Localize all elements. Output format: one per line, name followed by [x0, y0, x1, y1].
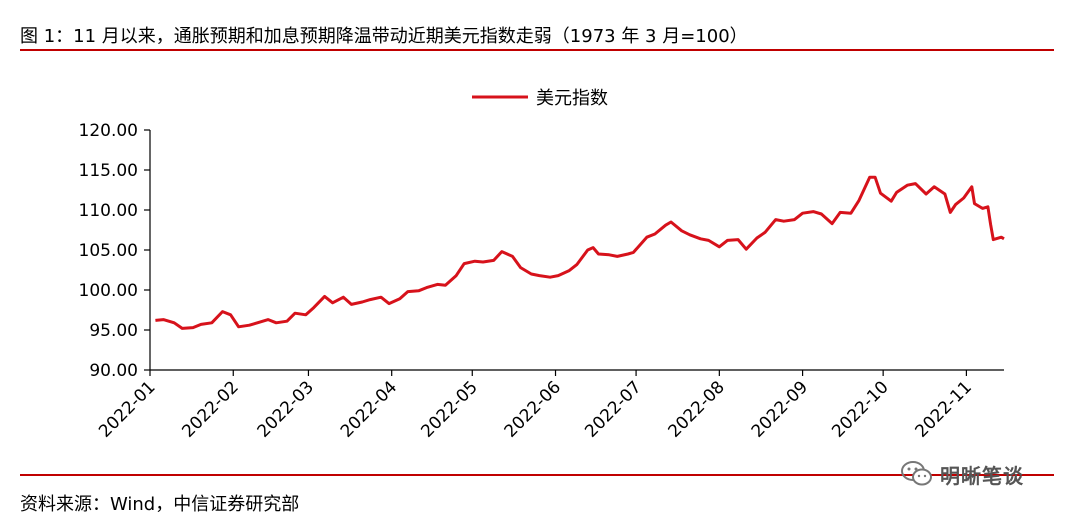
- source-note: 资料来源：Wind，中信证券研究部: [20, 494, 300, 515]
- x-tick-label: 2022-07: [581, 377, 645, 441]
- y-tick-label: 120.00: [79, 121, 138, 141]
- x-tick-label: 2022-02: [178, 377, 242, 441]
- x-tick-label: 2022-08: [665, 377, 729, 441]
- x-tick-label: 2022-03: [254, 377, 318, 441]
- x-tick-label: 2022-10: [828, 377, 892, 441]
- y-tick-label: 115.00: [79, 161, 138, 181]
- x-tick-label: 2022-11: [912, 377, 976, 441]
- title-rule: [20, 49, 1054, 51]
- y-tick-label: 95.00: [89, 321, 138, 341]
- series-line-0: [155, 175, 1005, 330]
- y-tick-label: 90.00: [89, 361, 138, 381]
- x-tick-label: 2022-06: [501, 377, 565, 441]
- figure-title: 图 1：11 月以来，通胀预期和加息预期降温带动近期美元指数走弱（1973 年 …: [20, 26, 748, 47]
- source-rule: [20, 474, 1054, 476]
- y-tick-label: 105.00: [79, 241, 138, 261]
- wechat-icon: [901, 461, 932, 486]
- watermark: 明晰笔谈: [900, 458, 1024, 490]
- chart-legend: 美元指数: [472, 88, 608, 109]
- x-tick-label: 2022-05: [417, 377, 481, 441]
- y-tick-label: 100.00: [79, 281, 138, 301]
- y-tick-label: 110.00: [79, 201, 138, 221]
- x-tick-label: 2022-01: [95, 377, 159, 441]
- y-axis: 90.00 95.00 100.00 105.00 110.00 115.00 120.00: [79, 121, 151, 381]
- x-tick-label: 2022-09: [748, 377, 812, 441]
- series-layer: [155, 175, 1005, 330]
- x-tick-label: 2022-04: [337, 377, 401, 441]
- x-axis: 2022-01 2022-02 2022-03 2022-04 2022-05 2022-…: [95, 369, 1004, 442]
- watermark-text: 明晰笔谈: [940, 463, 1024, 488]
- legend-label: 美元指数: [536, 88, 608, 109]
